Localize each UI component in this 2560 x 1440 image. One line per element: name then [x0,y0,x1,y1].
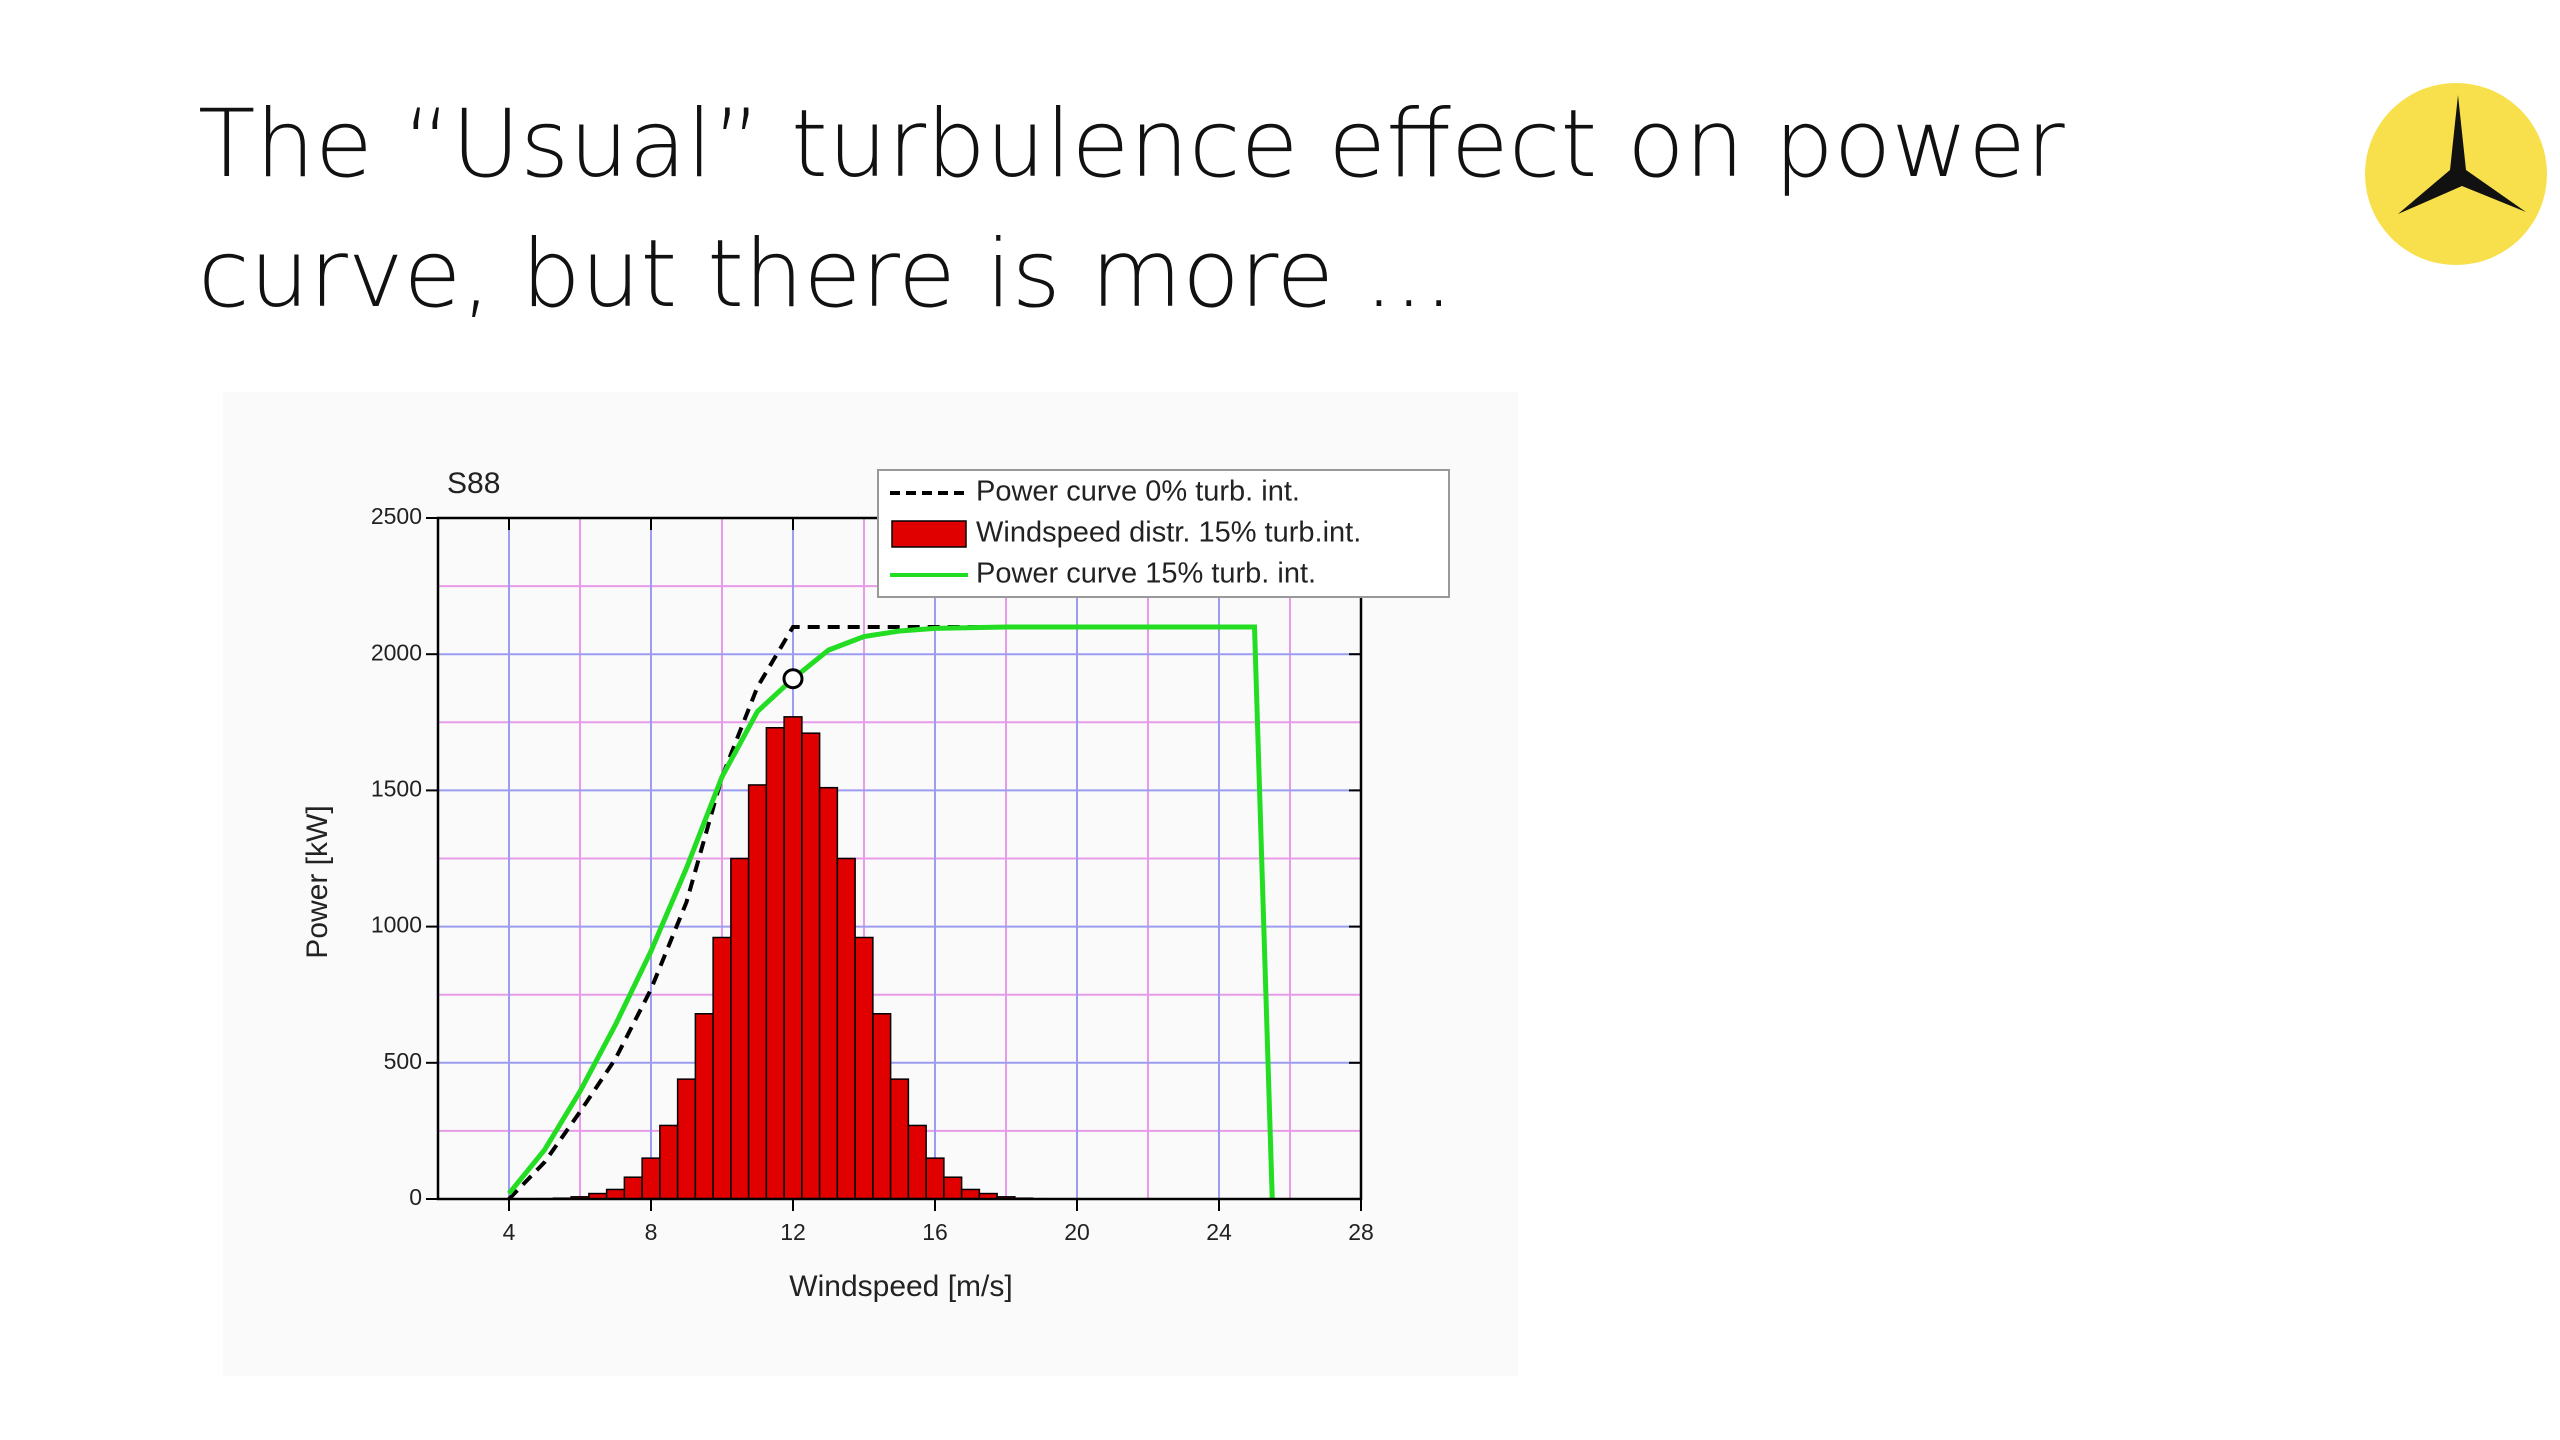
x-tick-label: 24 [1206,1219,1232,1245]
y-tick-label: 1000 [371,912,422,938]
bar [925,1157,945,1200]
legend-swatch [891,520,967,548]
bar [676,1078,697,1200]
legend-label: Power curve 15% turb. int. [976,558,1316,590]
legend-box [877,469,1450,598]
bar [783,716,803,1200]
y-tick-label: 1500 [371,775,422,801]
chart-subtitle: S88 [447,467,500,500]
bar [854,936,874,1200]
x-axis-title: Windspeed [m/s] [789,1270,1012,1303]
logo [2365,83,2547,265]
x-tick-label: 28 [1348,1219,1374,1245]
legend-label: Windspeed distr. 15% turb.int. [976,517,1361,549]
bar [818,786,839,1200]
bar [623,1176,643,1200]
x-tick-label: 12 [780,1219,806,1245]
legend-label: Power curve 0% turb. int. [976,476,1300,508]
bar [765,726,785,1200]
bar [659,1124,679,1200]
bar [641,1157,661,1200]
x-tick-label: 16 [922,1219,948,1245]
bar [889,1078,910,1200]
x-tick-label: 8 [645,1219,658,1245]
highlight-point [782,668,804,690]
bar [943,1176,963,1200]
bar [605,1188,626,1200]
bar [730,857,750,1200]
logo-star [2398,95,2526,214]
line [507,624,1275,1200]
y-tick-label: 2000 [371,639,422,665]
bar [712,936,732,1200]
y-tick-label: 0 [409,1184,422,1210]
bar [694,1013,714,1200]
slide-title: The “Usual” turbulence effect on power c… [198,90,2065,329]
bar [801,732,821,1200]
bar [960,1188,981,1200]
bar [747,784,768,1200]
bar [836,857,856,1200]
y-tick-label: 500 [384,1048,422,1074]
y-axis-title: Power [kW] [301,805,334,958]
x-tick-label: 4 [503,1219,516,1245]
line [507,624,1255,1201]
y-tick-label: 2500 [371,503,422,529]
bar [872,1013,892,1200]
bar [907,1124,927,1200]
x-tick-label: 20 [1064,1219,1090,1245]
